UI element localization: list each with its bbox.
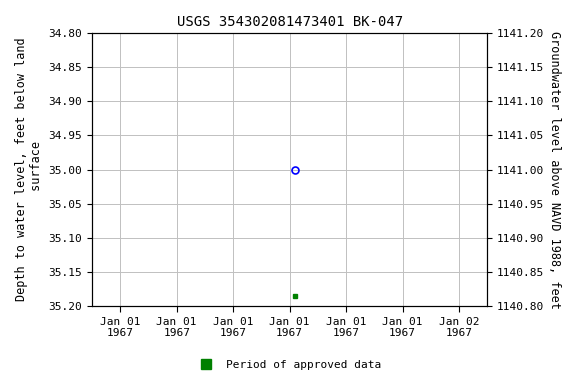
Legend: Period of approved data: Period of approved data [191, 356, 385, 375]
Y-axis label: Groundwater level above NAVD 1988, feet: Groundwater level above NAVD 1988, feet [548, 31, 561, 308]
Title: USGS 354302081473401 BK-047: USGS 354302081473401 BK-047 [177, 15, 403, 29]
Y-axis label: Depth to water level, feet below land
 surface: Depth to water level, feet below land su… [15, 38, 43, 301]
